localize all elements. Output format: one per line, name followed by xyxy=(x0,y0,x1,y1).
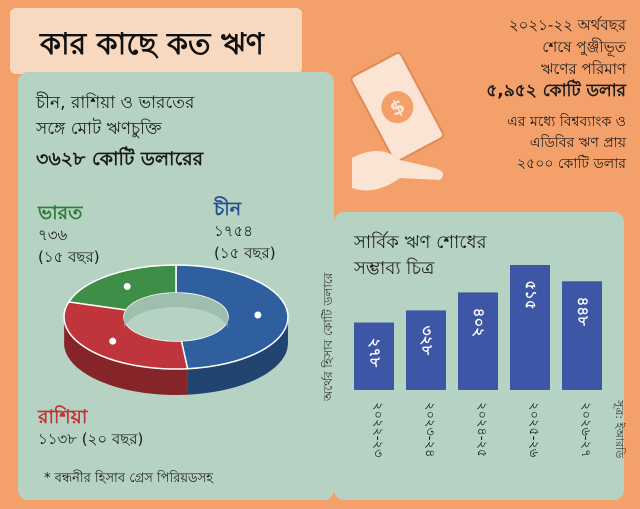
donut-marker-0 xyxy=(254,311,262,319)
bar-0 xyxy=(354,322,394,390)
left-panel-heading: চীন, রাশিয়া ও ভারতের সঙ্গে মোট ঋণচুক্তি… xyxy=(36,90,203,172)
donut-chart xyxy=(63,264,289,395)
x-tick-label-1: ২০২৩-২৪ xyxy=(422,402,437,457)
summary-line3: ঋণের পরিমাণ xyxy=(541,60,626,78)
summary-line1: ২০২১-২২ অর্থবছর xyxy=(508,16,626,34)
slice-name-russia: রাশিয়া xyxy=(38,406,88,428)
bar-value-label-2: ৪০২ xyxy=(470,308,488,337)
x-tick-label-2: ২০২৪-২৫ xyxy=(474,402,489,457)
donut-marker-2 xyxy=(123,282,131,290)
bar-value-label-3: ৫১৫ xyxy=(522,280,540,309)
money-hand-icon: $ xyxy=(350,52,445,191)
bar-2 xyxy=(458,292,498,390)
label-russia: রাশিয়া ১১৩৮ (২০ বছর) xyxy=(38,406,143,450)
left-head1: চীন, রাশিয়া ও ভারতের xyxy=(36,93,195,113)
slice-name-china: চীন xyxy=(214,198,242,220)
right-title1: সার্বিক ঋণ শোধের xyxy=(354,232,487,253)
slice-value-india: ৭৩৬ xyxy=(38,226,68,244)
bar-3 xyxy=(510,265,550,390)
slice-period-china: (১৫ বছর) xyxy=(214,244,276,262)
x-tick-label-3: ২০২৫-২৬ xyxy=(526,402,541,458)
summary-note: এর মধ্যে বিশ্বব্যাংক ও এডিবির ঋণ প্রায় … xyxy=(386,112,626,175)
slice-value-russia: ১১৩৮ xyxy=(38,430,77,448)
left-head2: সঙ্গে মোট ঋণচুক্তি xyxy=(36,119,162,139)
slice-period-india: (১৫ বছর) xyxy=(38,248,100,266)
bar-value-label-1: ৩২৮ xyxy=(418,326,436,356)
slice-period-russia: (২০ বছর) xyxy=(81,430,144,448)
bar-chart: ২৭৮ ২০২২-২৩ ৩২৮ ২০২৩-২৪ ৪০২ ২০২৪-২৫ ৫১৫ ২০২৫-২৬… xyxy=(354,265,602,458)
bar-value-label-4: ৪৪৮ xyxy=(574,297,592,326)
x-tick-label-0: ২০২২-২৩ xyxy=(370,402,385,457)
donut-wall-1 xyxy=(64,319,188,395)
bar-4 xyxy=(562,281,602,390)
summary: ২০২১-২২ অর্থবছর শেষে পুঞ্জীভূত ঋণের পরিম… xyxy=(386,14,626,175)
slice-value-china: ১৭৫৪ xyxy=(214,222,253,240)
source-credit: সূত্র: ইআরডি xyxy=(613,400,626,459)
right-panel-title: সার্বিক ঋণ শোধের সম্ভাব্য চিত্র xyxy=(354,230,486,282)
page-title: কার কাছে কত ঋণ xyxy=(40,27,264,62)
bar-1 xyxy=(406,310,446,390)
summary-amount: ৫,৯৫২ কোটি ডলার xyxy=(486,81,626,101)
repayment-panel: সার্বিক ঋণ শোধের সম্ভাব্য চিত্র অর্থের হ… xyxy=(321,212,624,500)
donut-wall-0 xyxy=(187,318,288,395)
x-tick-label-4: ২০২৬-২৭ xyxy=(578,402,593,457)
donut-marker-1 xyxy=(109,337,117,345)
loan-agreement-panel: চীন, রাশিয়া ও ভারতের সঙ্গে মোট ঋণচুক্তি… xyxy=(18,72,334,500)
label-china: চীন ১৭৫৪ (১৫ বছর) xyxy=(214,198,276,264)
summary-note3: ২৫০০ কোটি ডলার xyxy=(517,156,626,172)
summary-note1: এর মধ্যে বিশ্বব্যাংক ও xyxy=(507,114,626,130)
summary-line2: শেষে পুঞ্জীভূত xyxy=(542,38,626,56)
slice-name-india: ভারত xyxy=(38,202,83,224)
title-box: কার কাছে কত ঋণ xyxy=(10,8,302,74)
donut-hole-wall xyxy=(124,293,228,331)
right-title2: সম্ভাব্য চিত্র xyxy=(354,258,435,279)
bar-value-label-0: ২৭৮ xyxy=(366,338,384,368)
footnote: * বন্ধনীর হিসাব গ্রেস পিরিয়ডসহ xyxy=(44,471,213,486)
summary-note2: এডিবির ঋণ প্রায় xyxy=(529,135,626,151)
left-total: ৩৬২৮ কোটি ডলারের xyxy=(36,148,204,170)
label-india: ভারত ৭৩৬ (১৫ বছর) xyxy=(38,202,100,268)
